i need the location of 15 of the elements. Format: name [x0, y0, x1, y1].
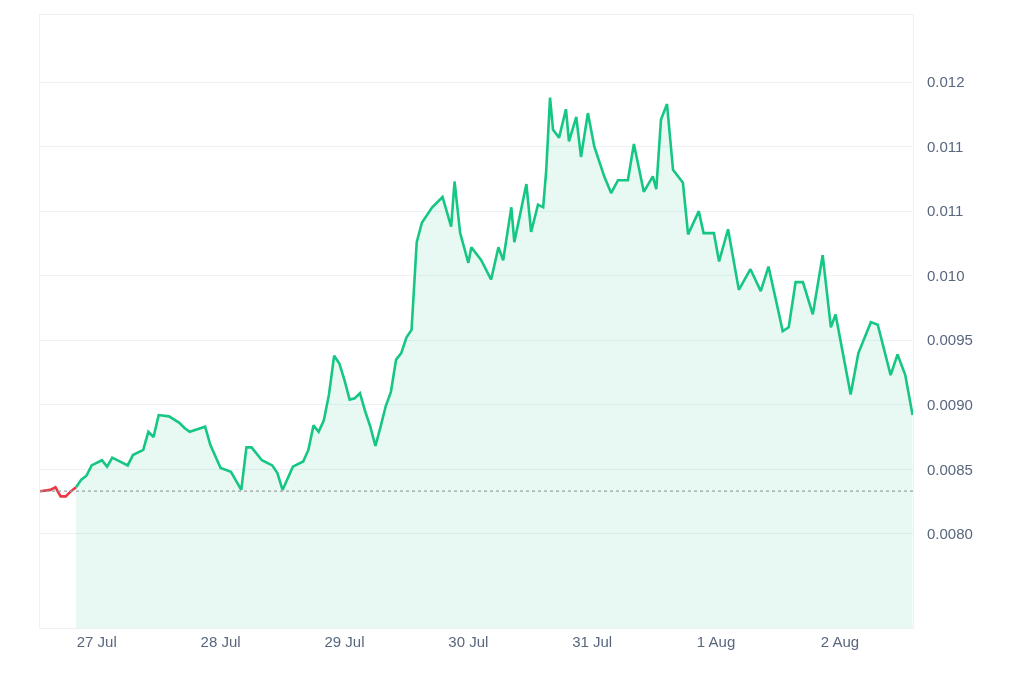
x-tick-label: 2 Aug	[820, 633, 860, 650]
x-tick-label: 1 Aug	[696, 633, 736, 650]
y-tick-label: 0.010	[927, 266, 965, 284]
x-tick-label: 27 Jul	[76, 633, 117, 650]
y-tick-label: 0.011	[927, 137, 964, 155]
y-tick-label: 0.0085	[927, 460, 973, 478]
y-tick-label: 0.011	[927, 202, 964, 220]
x-tick-label: 29 Jul	[324, 633, 365, 650]
y-tick-label: 0.0095	[927, 331, 973, 349]
y-tick-label: 0.0090	[927, 395, 973, 413]
y-tick-label: 0.012	[927, 73, 965, 91]
x-tick-label: 28 Jul	[200, 633, 241, 650]
x-tick-label: 31 Jul	[572, 633, 613, 650]
x-tick-label: 30 Jul	[448, 633, 489, 650]
y-tick-label: 0.0080	[927, 525, 973, 543]
